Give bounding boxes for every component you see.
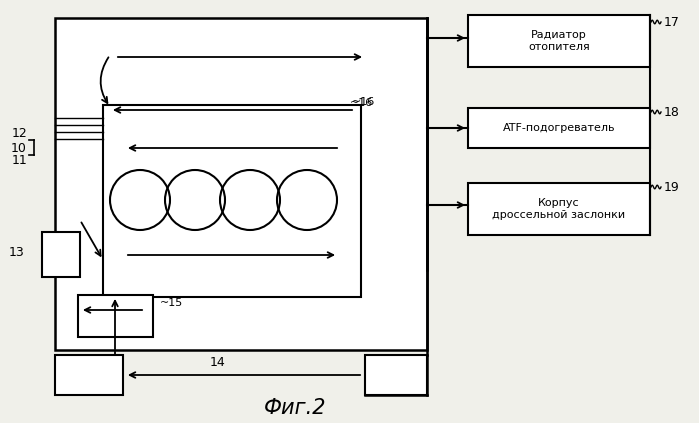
- Text: Корпус
дроссельной заслонки: Корпус дроссельной заслонки: [492, 198, 626, 220]
- Bar: [42, 232, 80, 277]
- Text: Радиатор
отопителя: Радиатор отопителя: [528, 30, 590, 52]
- Bar: [468, 108, 650, 148]
- Text: Фиг.2: Фиг.2: [264, 398, 326, 418]
- Text: ~15: ~15: [160, 298, 183, 308]
- Bar: [468, 183, 650, 235]
- Text: 14: 14: [210, 357, 226, 370]
- Bar: [55, 18, 427, 350]
- Bar: [103, 105, 361, 297]
- Text: 13: 13: [8, 245, 24, 258]
- Text: 18: 18: [664, 105, 680, 118]
- Text: ~16: ~16: [352, 97, 375, 107]
- Bar: [55, 355, 123, 395]
- Bar: [468, 15, 650, 67]
- Text: 11: 11: [11, 154, 27, 167]
- Text: ATF-подогреватель: ATF-подогреватель: [503, 123, 615, 133]
- Text: 17: 17: [664, 16, 680, 28]
- Text: 12: 12: [11, 126, 27, 140]
- Text: 10: 10: [11, 142, 27, 154]
- Bar: [365, 355, 427, 395]
- Text: 19: 19: [664, 181, 679, 193]
- Bar: [78, 295, 153, 337]
- Text: ~16: ~16: [350, 98, 373, 108]
